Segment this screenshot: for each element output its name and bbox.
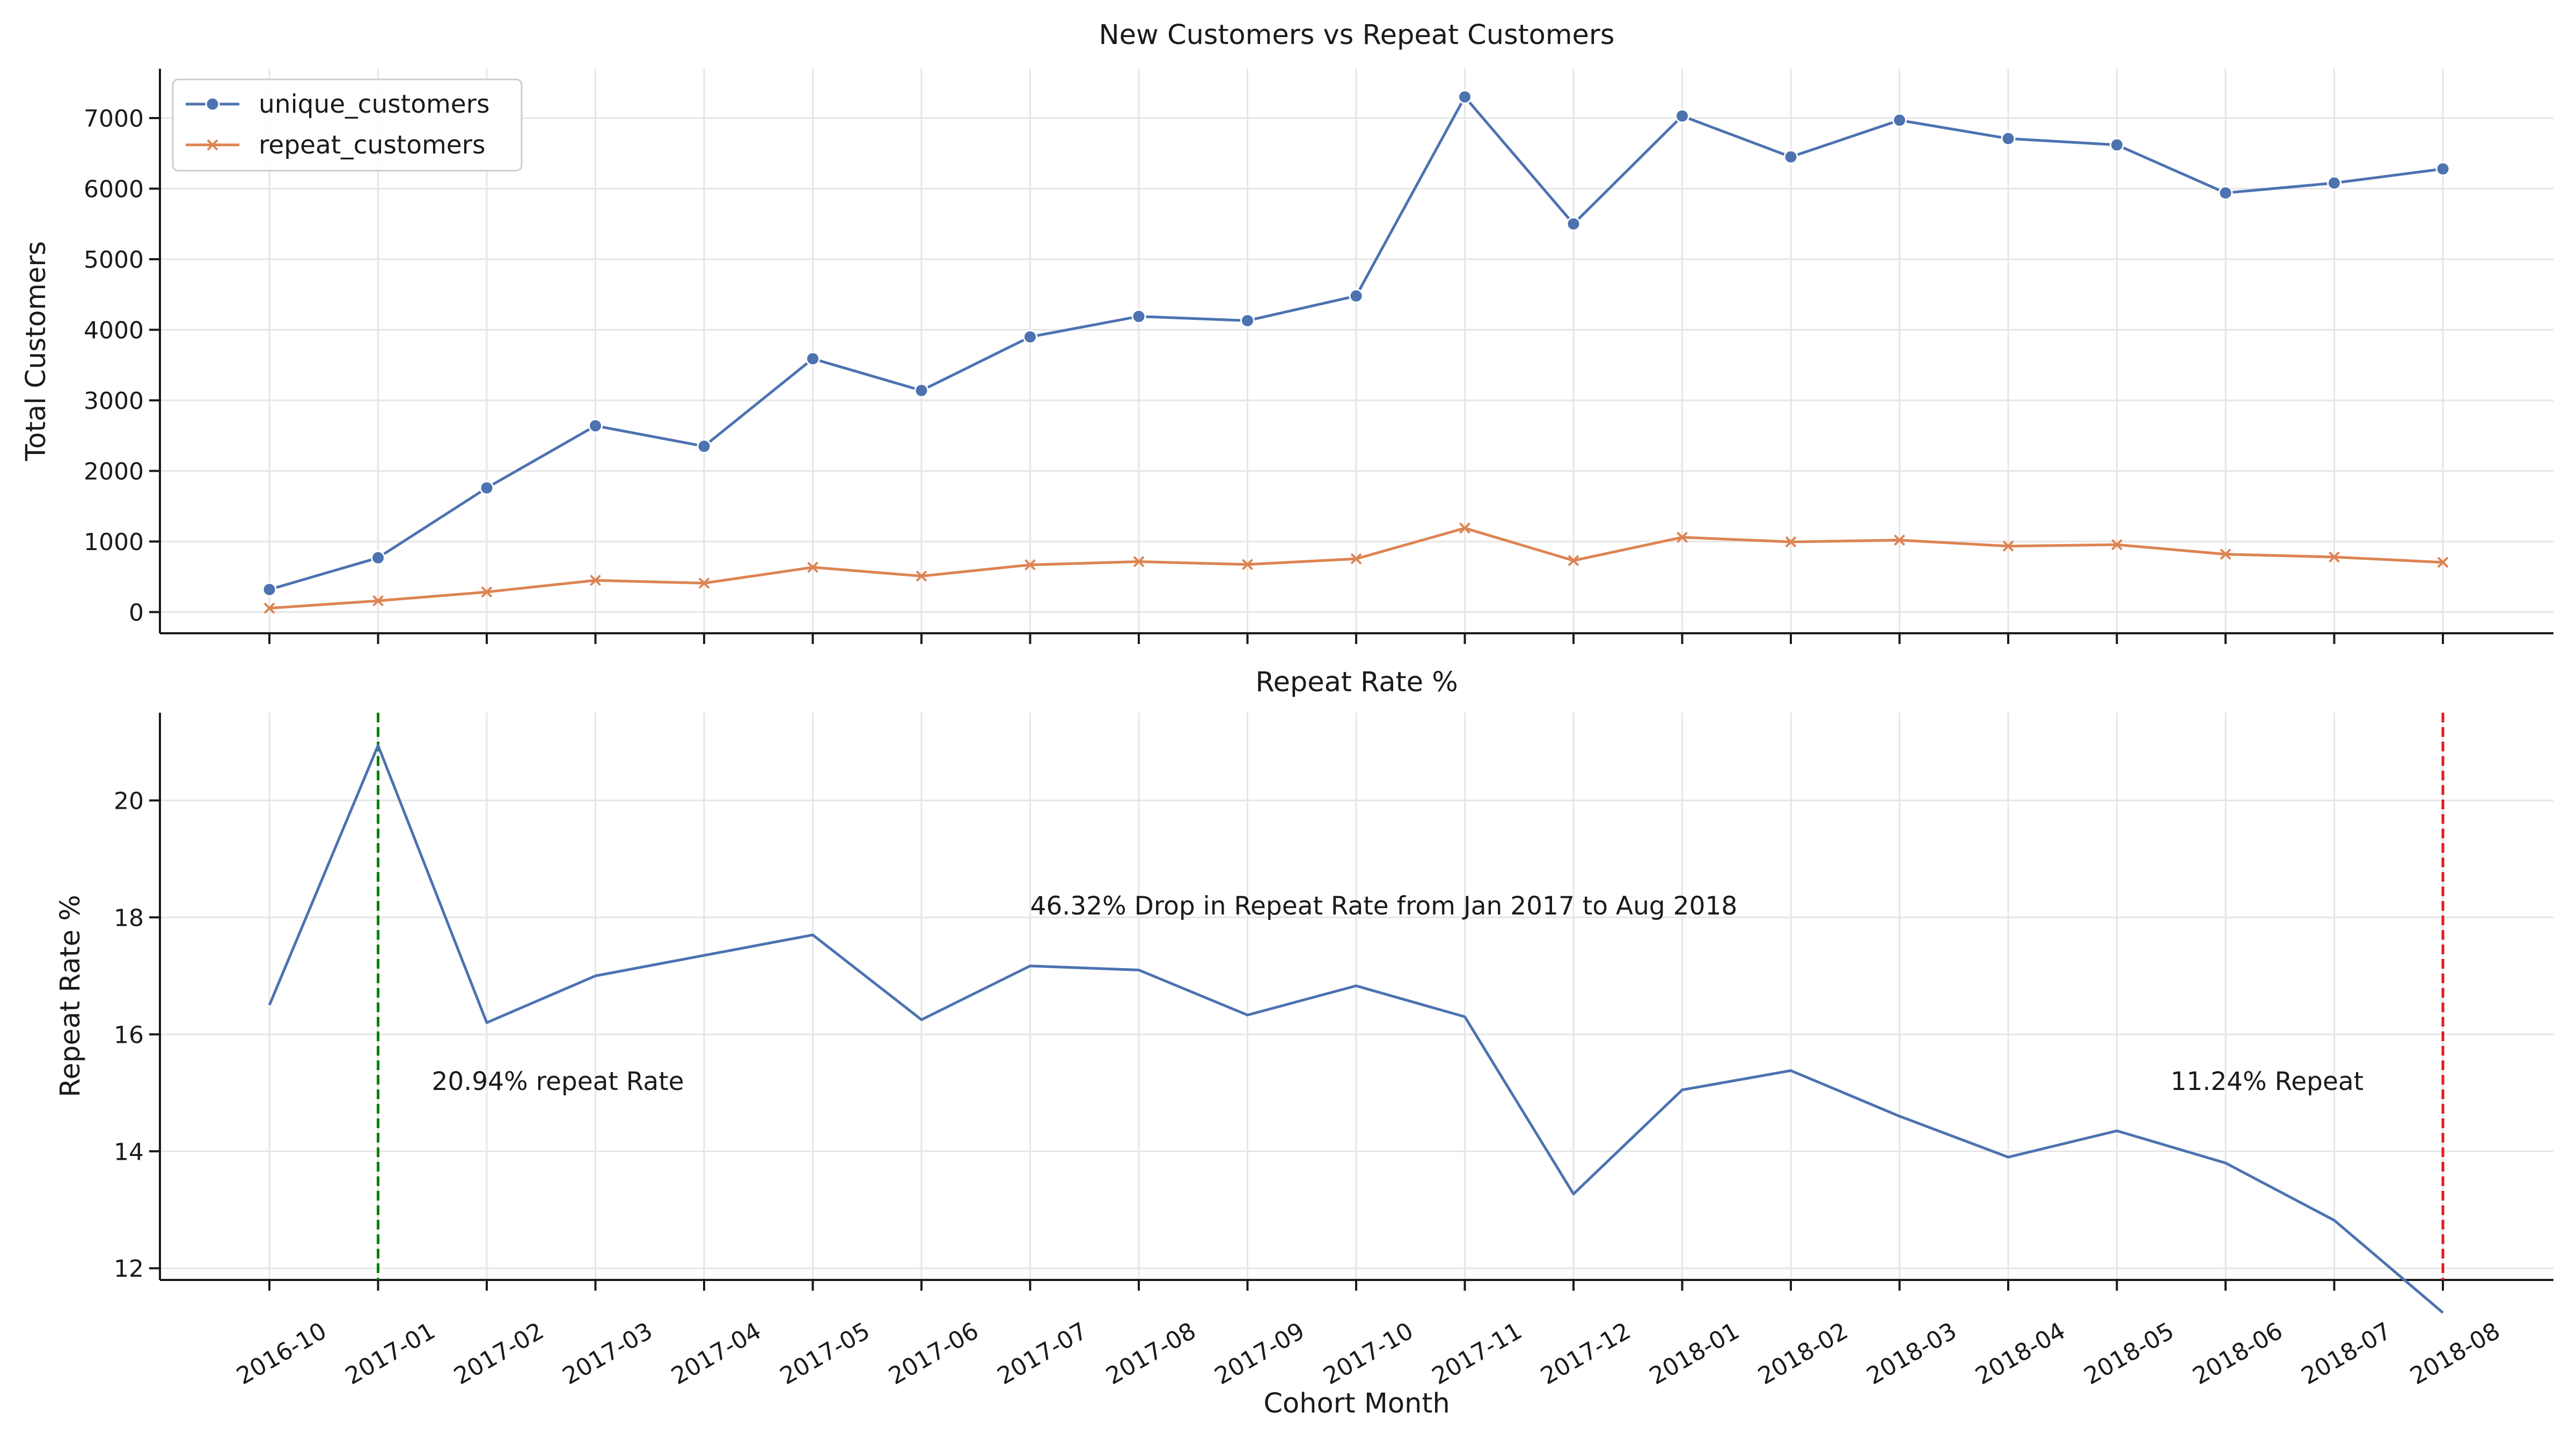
legend-box [172, 78, 523, 172]
legend: unique_customers repeat_customers [172, 78, 523, 172]
x-tick-label: 2017-02 [449, 1317, 548, 1390]
y-tick-label: 6000 [84, 176, 144, 203]
data-point [2327, 175, 2341, 191]
data-point [479, 480, 494, 495]
y-tick-label: 3000 [84, 387, 144, 415]
x-tick-label: 2017-05 [775, 1317, 875, 1390]
x-tick-label: 2017-04 [667, 1317, 766, 1390]
data-point [1677, 531, 1688, 543]
annotation: 11.24% Repeat [2171, 1067, 2364, 1096]
data-point [262, 582, 277, 597]
x-tick-label: 2017-12 [1536, 1317, 1635, 1390]
y-tick-label: 18 [114, 904, 144, 932]
data-point [914, 383, 929, 398]
data-point [2220, 548, 2231, 560]
y-tick-label: 12 [114, 1255, 144, 1283]
data-point [2218, 185, 2233, 200]
data-point [481, 586, 493, 598]
data-point [807, 561, 818, 573]
data-point [1024, 559, 1036, 570]
annotation: 20.94% repeat Rate [432, 1067, 684, 1096]
x-axis-label: Cohort Month [1263, 1388, 1450, 1419]
legend-label: repeat_customers [259, 130, 486, 160]
x-tick-label: 2017-03 [558, 1317, 657, 1390]
data-point [1566, 216, 1581, 231]
data-point [2002, 540, 2014, 552]
y-tick-label: 0 [129, 599, 144, 627]
data-point [1459, 522, 1470, 534]
x-tick-label: 2018-03 [1862, 1317, 1962, 1390]
data-point [1240, 313, 1255, 328]
data-point [2329, 551, 2340, 563]
data-point [1894, 535, 1905, 546]
y-axis-label: Repeat Rate % [55, 895, 86, 1097]
data-point [1350, 553, 1362, 565]
data-point [806, 351, 820, 366]
data-point [590, 574, 601, 586]
data-point [1349, 288, 1364, 303]
chart-title: Repeat Rate % [1255, 667, 1458, 698]
legend-marker [207, 139, 218, 151]
series-line-rate-0 [268, 744, 2444, 1314]
x-tick-label: 2016-10 [232, 1317, 331, 1390]
chart-title: New Customers vs Repeat Customers [1099, 19, 1615, 51]
data-point [2001, 131, 2016, 146]
x-tick-label: 2018-02 [1753, 1317, 1853, 1390]
panel-1: 0 1000 2000 3000 4000 5000 6000 7000 New Custome… [20, 19, 2553, 644]
data-point [2435, 162, 2450, 177]
data-point [1133, 556, 1145, 567]
data-point [588, 418, 603, 433]
data-point [371, 550, 385, 565]
data-point [2437, 557, 2449, 568]
y-tick-label: 5000 [84, 246, 144, 274]
data-point [1131, 309, 1146, 324]
y-tick-label: 7000 [84, 105, 144, 133]
x-tick-label: 2018-07 [2297, 1317, 2396, 1390]
data-point [1242, 559, 1253, 570]
data-point [1785, 536, 1797, 548]
y-tick-label: 20 [114, 787, 144, 815]
x-tick-label: 2017-07 [993, 1317, 1092, 1390]
y-tick-label: 16 [114, 1021, 144, 1049]
data-point [916, 570, 927, 582]
y-tick-label: 2000 [84, 458, 144, 486]
x-tick-label: 2017-11 [1428, 1317, 1527, 1390]
legend-marker [205, 97, 220, 112]
x-tick-label: 2017-01 [341, 1317, 440, 1390]
data-point [697, 439, 712, 454]
legend-label: unique_customers [259, 90, 489, 119]
x-tick-label: 2018-08 [2405, 1317, 2505, 1390]
data-point [264, 602, 275, 614]
x-tick-label: 2018-05 [2080, 1317, 2179, 1390]
annotation: 46.32% Drop in Repeat Rate from Jan 2017… [1030, 891, 1738, 921]
x-tick-label: 2017-10 [1319, 1317, 1418, 1390]
x-tick-label: 2017-08 [1101, 1317, 1201, 1390]
x-tick-label: 2017-09 [1210, 1317, 1309, 1390]
data-point [1568, 555, 1579, 566]
data-point [1458, 90, 1472, 105]
data-point [2111, 539, 2123, 551]
data-point [1023, 330, 1037, 345]
data-point [1675, 108, 1689, 123]
data-point [372, 595, 384, 606]
y-tick-label: 1000 [84, 529, 144, 556]
y-tick-label: 14 [114, 1138, 144, 1166]
y-tick-label: 4000 [84, 317, 144, 345]
x-tick-label: 2018-04 [1971, 1317, 2070, 1390]
x-tick-label: 2017-06 [884, 1317, 983, 1390]
x-tick-label: 2018-06 [2188, 1317, 2287, 1390]
y-axis-label: Total Customers [20, 241, 52, 462]
data-point [1783, 149, 1798, 164]
data-point [698, 577, 710, 589]
data-point [2110, 137, 2124, 152]
data-point [1892, 113, 1907, 128]
x-tick-label: 2018-01 [1645, 1317, 1744, 1390]
